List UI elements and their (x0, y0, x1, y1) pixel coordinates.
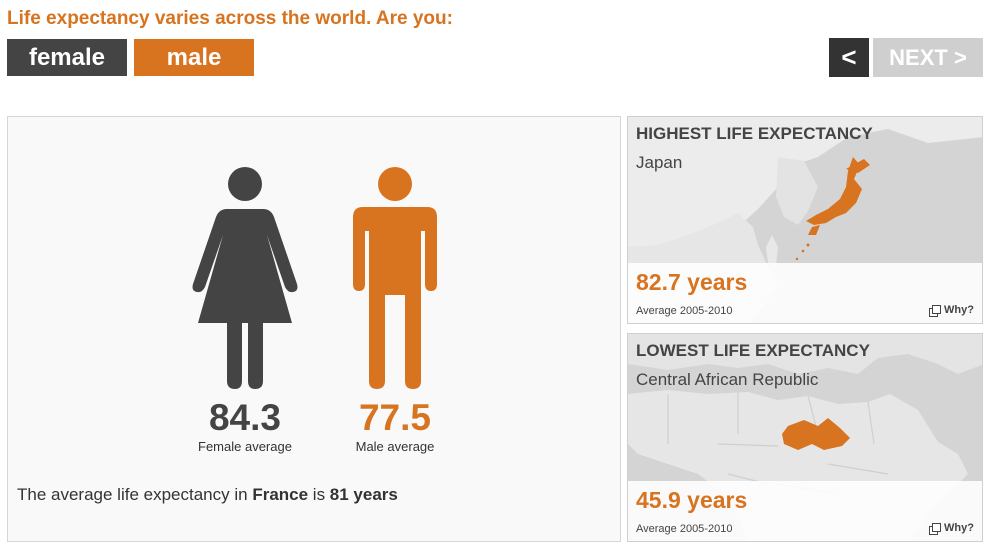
lowest-card[interactable]: LOWEST LIFE EXPECTANCY Central African R… (627, 333, 983, 542)
popup-icon (929, 304, 942, 317)
summary-text: The average life expectancy in France is… (17, 485, 398, 505)
female-average-value: 84.3 (208, 397, 281, 438)
male-stat: 77.5 Male average (336, 399, 454, 454)
lowest-country: Central African Republic (636, 370, 819, 389)
lowest-why-label: Why? (944, 522, 974, 534)
lowest-why-link[interactable]: Why? (929, 522, 974, 535)
female-figure-icon (192, 167, 298, 389)
lowest-info-band: 45.9 years Average 2005-2010 Why? (628, 481, 982, 541)
female-button[interactable]: female (7, 39, 127, 76)
highest-period: Average 2005-2010 (636, 305, 733, 317)
page-heading: Life expectancy varies across the world.… (7, 8, 453, 29)
summary-prefix: The average life expectancy in (17, 485, 253, 504)
highest-info-band: 82.7 years Average 2005-2010 Why? (628, 263, 982, 323)
male-average-label: Male average (355, 439, 435, 454)
lowest-years: 45.9 years (636, 487, 748, 513)
lowest-period: Average 2005-2010 (636, 523, 733, 535)
highest-title: HIGHEST LIFE EXPECTANCY (636, 124, 873, 143)
summary-middle: is (308, 485, 330, 504)
lowest-title: LOWEST LIFE EXPECTANCY (636, 341, 870, 360)
summary-country: France (252, 485, 309, 504)
female-stat: 84.3 Female average (186, 399, 304, 454)
next-button[interactable]: NEXT > (873, 38, 983, 77)
male-average-value: 77.5 (358, 397, 431, 438)
country-panel: 84.3 Female average 77.5 Male average Th… (7, 116, 621, 542)
male-button[interactable]: male (134, 39, 254, 76)
highest-why-link[interactable]: Why? (929, 304, 974, 317)
highest-why-label: Why? (944, 304, 974, 316)
popup-icon (929, 522, 942, 535)
summary-value: 81 years (329, 485, 398, 504)
highest-card[interactable]: HIGHEST LIFE EXPECTANCY Japan 82.7 years… (627, 116, 983, 324)
highest-country: Japan (636, 153, 683, 172)
female-average-label: Female average (198, 439, 292, 454)
male-figure-icon (353, 167, 437, 389)
previous-button[interactable]: < (829, 38, 869, 77)
highest-years: 82.7 years (636, 269, 748, 295)
